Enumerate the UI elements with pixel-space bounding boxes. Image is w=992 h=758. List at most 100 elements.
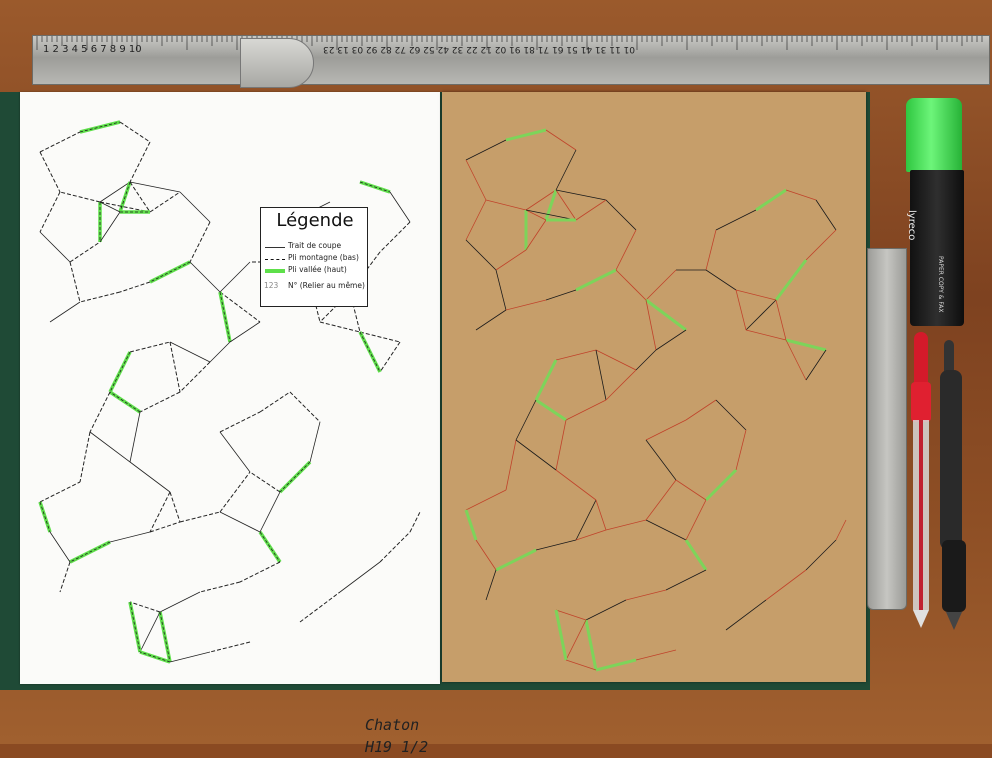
string-thread <box>485 569 497 601</box>
fold-line <box>359 331 381 373</box>
mountain-fold-line <box>119 121 151 143</box>
string-thread <box>675 479 707 501</box>
string-thread <box>645 519 687 541</box>
string-thread <box>645 298 687 332</box>
string-thread <box>735 289 777 301</box>
ruler-clip <box>240 38 314 88</box>
mountain-fold-line <box>69 241 101 263</box>
fold-line <box>219 291 231 343</box>
string-thread <box>464 509 478 541</box>
cut-line <box>49 301 81 323</box>
mountain-fold-line <box>299 591 341 623</box>
string-thread <box>495 249 527 271</box>
string-thread <box>465 489 507 511</box>
mountain-fold-line <box>89 391 111 433</box>
solid-line-icon <box>265 247 285 248</box>
string-thread <box>685 399 717 421</box>
legend-label: N° (Relier au même) <box>288 281 365 290</box>
string-thread <box>725 599 767 631</box>
cut-line <box>209 341 231 363</box>
string-thread <box>605 199 637 231</box>
cut-line <box>109 531 151 543</box>
cut-line <box>179 191 211 223</box>
mountain-fold-line <box>169 341 181 393</box>
mountain-fold-line <box>199 581 241 593</box>
string-thread <box>465 239 497 271</box>
mountain-fold-line <box>79 291 121 303</box>
string-thread <box>505 299 547 311</box>
string-thread <box>645 269 677 301</box>
string-thread <box>535 539 577 551</box>
string-thread <box>545 129 577 151</box>
string-thread <box>625 589 667 601</box>
string-thread <box>835 519 847 541</box>
mountain-fold-line <box>129 341 171 353</box>
mountain-fold-line <box>69 261 81 303</box>
mountain-fold-line <box>59 191 101 203</box>
fold-line <box>139 651 171 663</box>
cut-line <box>129 181 181 193</box>
mountain-fold-line <box>129 601 161 613</box>
fold-line <box>149 261 191 283</box>
string-thread <box>805 349 827 381</box>
mountain-fold-line <box>169 491 181 523</box>
mountain-fold-line <box>219 291 261 323</box>
mountain-fold-line <box>139 391 181 413</box>
string-thread <box>575 199 607 221</box>
fold-line <box>359 181 391 193</box>
string-thread <box>605 369 637 401</box>
string-thread <box>555 419 567 471</box>
string-thread <box>475 539 497 571</box>
string-thread <box>615 229 637 271</box>
string-thread <box>515 399 537 441</box>
green-line-icon <box>265 269 285 273</box>
string-thread <box>525 209 577 221</box>
string-thread <box>774 259 808 301</box>
string-thread <box>505 439 517 491</box>
string-thread <box>655 329 687 351</box>
highlighter-brand: lyreco <box>906 210 917 241</box>
string-thread <box>815 199 837 231</box>
string-thread <box>645 299 657 351</box>
mountain-fold-line <box>149 191 181 213</box>
string-thread <box>575 268 617 292</box>
string-thread <box>555 609 587 621</box>
cut-line <box>89 431 131 463</box>
string-thread <box>805 539 837 571</box>
mountain-fold-line <box>179 511 221 523</box>
small-ruler <box>867 248 907 610</box>
legend-box: Légende Trait de coupe Pli montagne (bas… <box>260 207 368 307</box>
cut-line <box>39 231 71 263</box>
string-thread <box>535 398 567 422</box>
string-thread <box>645 439 677 481</box>
mountain-fold-line <box>259 391 291 413</box>
string-thread <box>555 149 577 191</box>
legend-title: Légende <box>276 210 354 231</box>
string-thread <box>685 499 707 541</box>
mountain-fold-line <box>39 481 81 503</box>
mountain-fold-line <box>379 531 411 563</box>
mountain-fold-line <box>59 561 71 593</box>
dashed-line-icon <box>265 259 285 260</box>
string-thread <box>465 199 487 241</box>
string-thread <box>605 519 647 531</box>
string-thread <box>534 359 558 401</box>
string-thread <box>554 609 568 661</box>
cut-line <box>259 491 281 533</box>
string-thread <box>615 269 647 301</box>
string-thread <box>565 659 597 671</box>
string-thread <box>585 599 627 621</box>
string-thread <box>715 399 747 431</box>
cut-line <box>219 511 261 533</box>
mountain-fold-line <box>409 511 421 533</box>
string-pattern-cardboard <box>464 128 847 672</box>
cut-line <box>139 611 161 653</box>
mountain-fold-line <box>219 411 261 433</box>
fold-line <box>39 501 51 533</box>
cut-line <box>49 531 71 563</box>
highlighter-body <box>910 170 964 326</box>
mountain-fold-line <box>119 281 151 293</box>
string-thread <box>595 349 607 401</box>
metal-ruler: 1 2 3 4 5 6 7 8 9 10 01 11 31 41 51 61 7… <box>32 35 990 85</box>
mountain-fold-line <box>39 191 61 233</box>
